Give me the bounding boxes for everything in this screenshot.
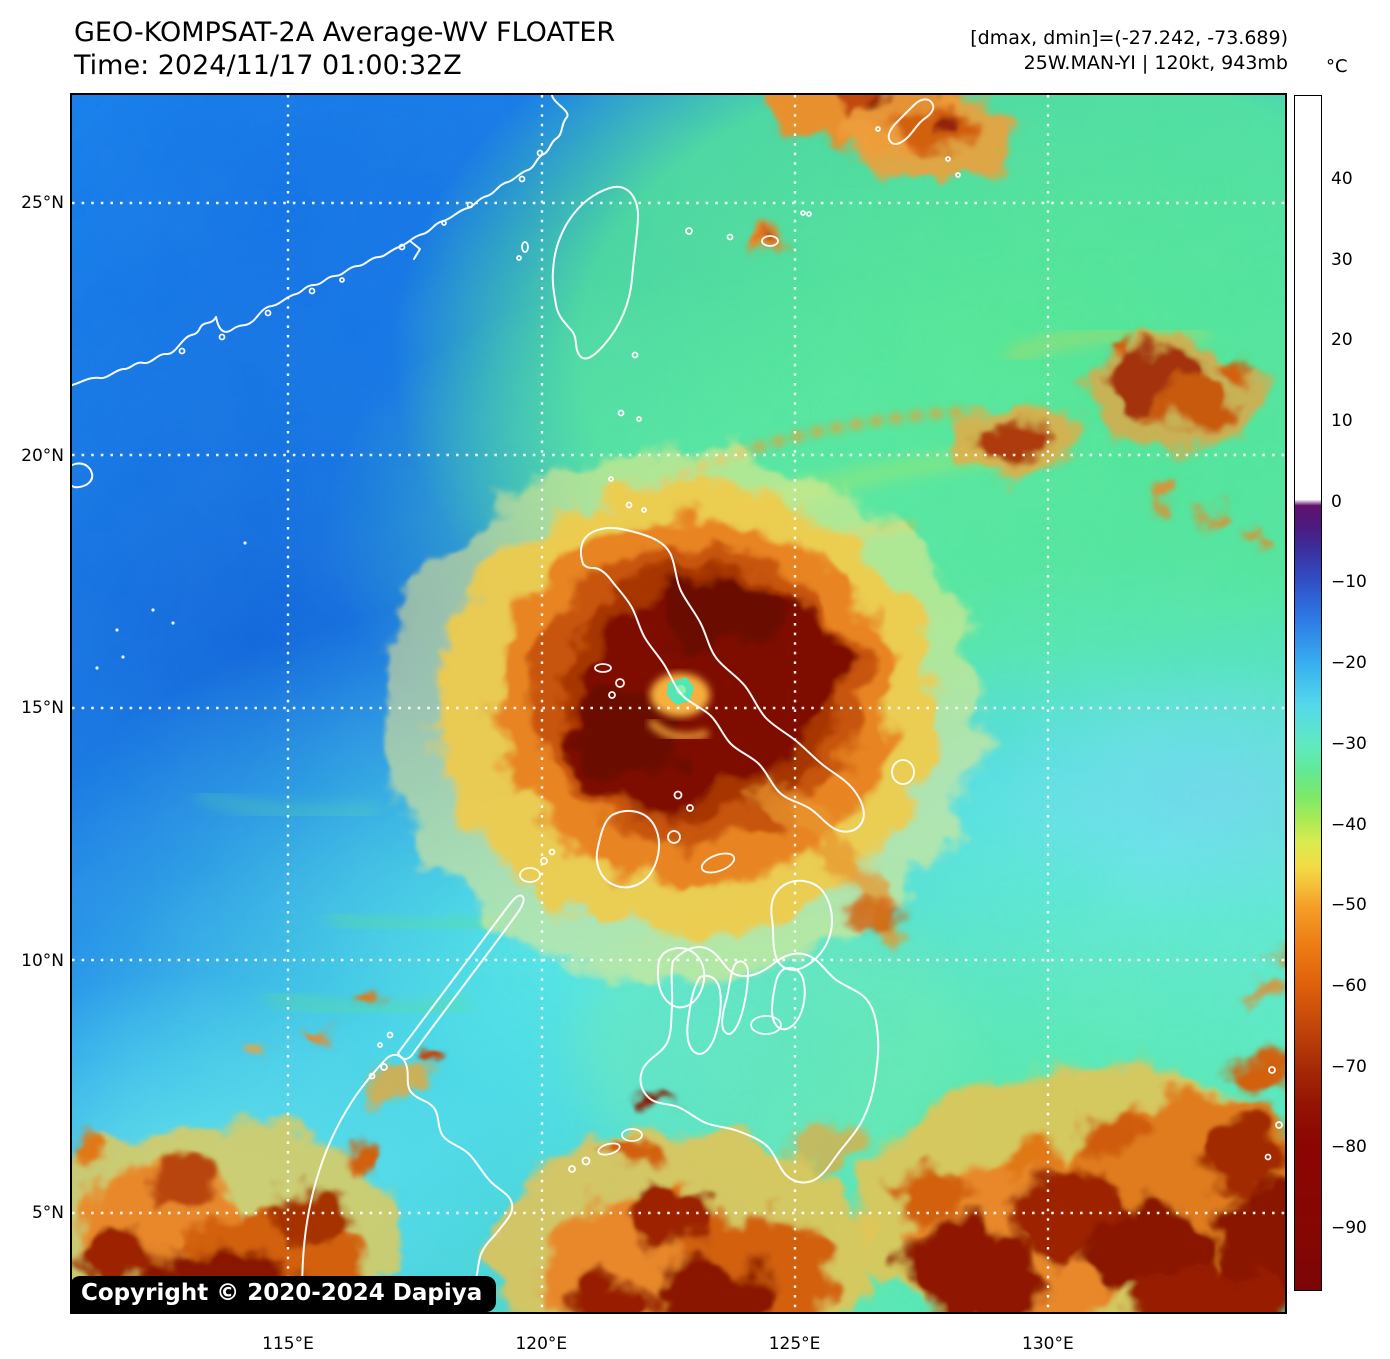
- talaud-islands: [377, 1031, 1283, 1161]
- lubang-islands: [594, 663, 625, 699]
- hainan-tip: [72, 462, 94, 489]
- copyright-badge: Copyright © 2020-2024 Dapiya: [70, 1276, 497, 1312]
- river-estuary: [409, 240, 421, 260]
- figure-title-block: GEO-KOMPSAT-2A Average-WV FLOATER Time: …: [74, 16, 615, 82]
- lat-tick-10: 10°N: [21, 950, 64, 971]
- ryukyu-islands: [685, 98, 961, 247]
- lat-tick-5: 5°N: [31, 1203, 64, 1223]
- dminmax-annotation: [dmax, dmin]=(-27.242, -73.689): [970, 27, 1288, 49]
- colorbar-tick-20: 20: [1331, 330, 1353, 351]
- colorbar: [1294, 95, 1322, 1291]
- colorbar-tick--10: −10: [1331, 572, 1367, 593]
- colorbar-tick--70: −70: [1331, 1056, 1367, 1077]
- mindoro-island: [595, 809, 660, 889]
- lat-tick-15: 15°N: [21, 698, 64, 718]
- mindanao-coastline: [639, 946, 880, 1184]
- colorbar-tick--50: −50: [1331, 895, 1367, 916]
- colorbar-tick--20: −20: [1331, 653, 1367, 674]
- penghu-islands: [516, 241, 529, 261]
- palawan-island: [397, 894, 525, 1061]
- colorbar-tick-40: 40: [1331, 168, 1353, 189]
- busuanga-islands: [368, 848, 556, 1080]
- graticule: [72, 95, 1285, 1312]
- taiwan-coastline: [551, 185, 640, 360]
- colorbar-tick-30: 30: [1331, 249, 1353, 270]
- figure-time: Time: 2024/11/17 01:00:32Z: [74, 50, 462, 81]
- typhoon-man-yi: [382, 450, 982, 980]
- wv-imagery-svg: [72, 95, 1285, 1312]
- colorbar-tick--90: −90: [1331, 1218, 1367, 1239]
- colorbar-tick-0: 0: [1331, 491, 1342, 512]
- borneo-coastline: [301, 1053, 514, 1312]
- figure-annotations: [dmax, dmin]=(-27.242, -73.689) 25W.MAN-…: [970, 26, 1288, 76]
- colorbar-unit-label: °C: [1326, 56, 1348, 77]
- coastlines: [72, 95, 1283, 1312]
- colorbar-tick-10: 10: [1331, 410, 1353, 431]
- lat-tick-25: 25°N: [21, 193, 64, 213]
- lat-tick-20: 20°N: [21, 445, 64, 466]
- storm-annotation: 25W.MAN-YI | 120kt, 943mb: [1023, 52, 1288, 74]
- china-coastline: [72, 95, 569, 387]
- lon-tick-115: 115°E: [262, 1334, 314, 1354]
- lon-tick-120: 120°E: [515, 1334, 568, 1354]
- batanes-islands: [608, 351, 647, 513]
- colorbar-tick--30: −30: [1331, 733, 1367, 754]
- central-philippine-islands: [657, 790, 833, 1055]
- colorbar-tick--40: −40: [1331, 814, 1367, 835]
- lon-tick-125: 125°E: [768, 1334, 821, 1354]
- cloud-specks: [95, 541, 247, 670]
- typhoon-eye-center: [676, 685, 686, 695]
- colorbar-tick--60: −60: [1331, 976, 1367, 997]
- lon-tick-130: 130°E: [1022, 1334, 1074, 1354]
- luzon-coastline: [579, 526, 865, 833]
- catanduanes-island: [891, 759, 915, 785]
- figure-title: GEO-KOMPSAT-2A Average-WV FLOATER: [74, 17, 616, 48]
- colorbar-tick--80: −80: [1331, 1137, 1367, 1158]
- satellite-map: [70, 93, 1287, 1314]
- sulu-archipelago: [568, 1128, 643, 1173]
